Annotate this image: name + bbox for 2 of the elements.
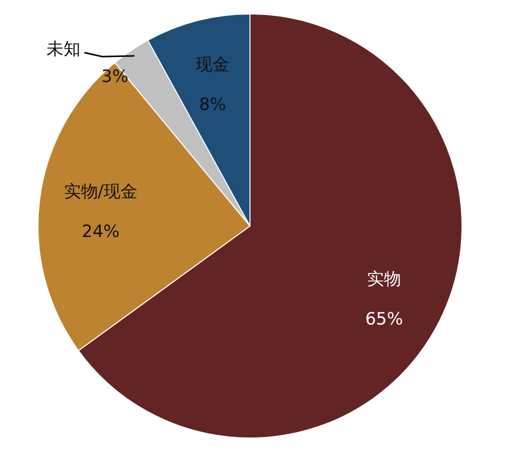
slice-label: 未知 [46,40,80,60]
data-label: 3% [101,66,128,87]
